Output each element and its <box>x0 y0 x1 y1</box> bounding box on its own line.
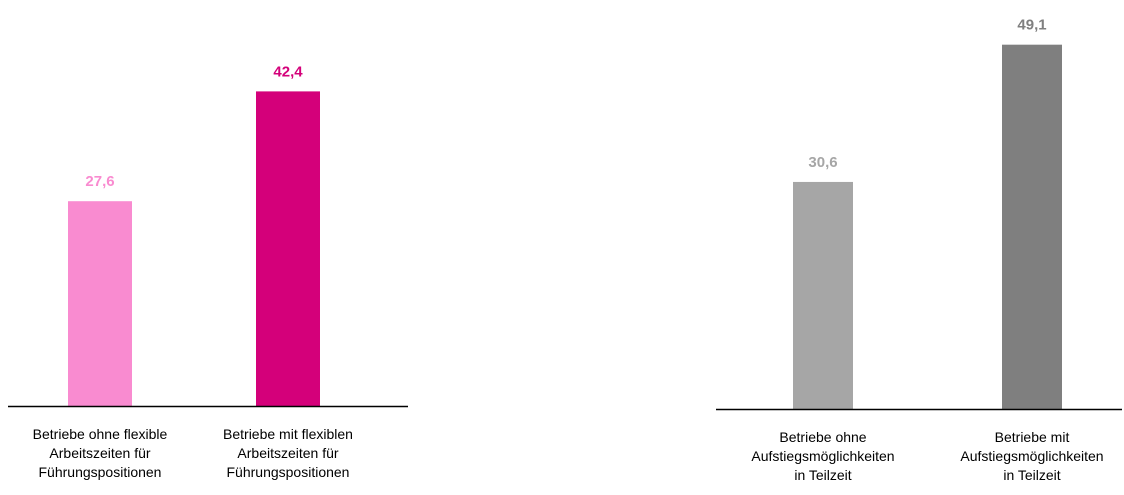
category-label-2-line-2: Arbeitszeiten für <box>237 445 338 461</box>
data-label-2: 42,4 <box>273 63 303 80</box>
bar-1 <box>793 181 853 409</box>
bar-2 <box>256 91 320 406</box>
category-label-2-line-3: in Teilzeit <box>1003 467 1060 483</box>
category-label-2-line-1: Betriebe mit flexiblen <box>223 426 353 442</box>
category-label-2-line-2: Aufstiegsmöglichkeiten <box>960 448 1103 464</box>
chart-flexible-working-hours: 27,6 Betriebe ohne flexible Arbeitszeiten … <box>8 63 408 480</box>
bar-2 <box>1002 44 1062 409</box>
data-label-1: 30,6 <box>808 154 837 171</box>
chart-part-time-promotion: 30,6 Betriebe ohne Aufstiegsmöglichkeiten i… <box>716 17 1122 483</box>
category-label-1-line-3: in Teilzeit <box>794 467 851 483</box>
category-label-1-line-1: Betriebe ohne <box>779 429 866 445</box>
category-label-1-line-1: Betriebe ohne flexible <box>33 426 168 442</box>
category-label-1-line-2: Aufstiegsmöglichkeiten <box>751 448 894 464</box>
category-label-1-line-2: Arbeitszeiten für <box>49 445 150 461</box>
data-label-1: 27,6 <box>85 173 114 190</box>
category-label-2-line-3: Führungspositionen <box>227 464 350 480</box>
bar-1 <box>68 201 132 406</box>
data-label-2: 49,1 <box>1017 17 1046 34</box>
category-label-2-line-1: Betriebe mit <box>995 429 1070 445</box>
category-label-1-line-3: Führungspositionen <box>39 464 162 480</box>
